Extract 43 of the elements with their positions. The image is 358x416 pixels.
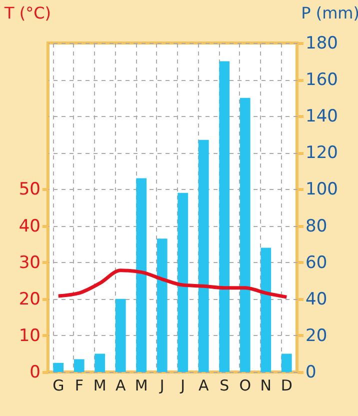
x-tick-label: A [115, 376, 126, 394]
x-tick-label: S [220, 376, 230, 394]
x-tick-label: J [158, 376, 164, 394]
y-tick-label: 40 [18, 216, 40, 236]
y-tick-label: 50 [18, 180, 40, 200]
y-tick-label: 0 [30, 362, 40, 382]
bar [219, 61, 230, 372]
y2-tick-label: 140 [306, 106, 338, 127]
y2-tick-label: 100 [306, 180, 338, 200]
y2-tick-label: 180 [306, 34, 338, 54]
x-tick-label: A [198, 376, 210, 394]
bar [198, 140, 209, 372]
bar [94, 354, 106, 372]
bar [136, 178, 147, 372]
y2-tick-label: 80 [306, 216, 328, 236]
x-tick-label: O [239, 376, 252, 394]
line-series [56, 268, 288, 299]
x-tick-label: M [134, 376, 148, 394]
x-tick-label: G [52, 376, 64, 394]
y2-tick-label: 40 [306, 289, 328, 310]
x-tick-label: F [74, 376, 84, 394]
bar [178, 192, 188, 372]
x-tick-label: M [93, 376, 106, 394]
y2-tick-label: 0 [306, 362, 316, 382]
y2-axis-title: P (mm) [301, 4, 358, 22]
y2-tick-label: 160 [306, 70, 338, 90]
y-axis-title: T (°C) [4, 4, 52, 22]
y-tick-label: 30 [18, 252, 40, 273]
bar [156, 238, 168, 372]
bar [240, 98, 250, 372]
x-tick-label: D [280, 376, 292, 394]
bar [115, 298, 126, 372]
y2-tick-label: 20 [306, 326, 328, 346]
x-tick-label: J [180, 376, 186, 394]
y2-tick-label: 120 [306, 143, 338, 164]
y-tick-label: 20 [18, 289, 40, 310]
y2-tick-label: 60 [306, 252, 328, 273]
x-tick-label: N [260, 376, 272, 394]
bar [260, 248, 272, 372]
bar [74, 359, 84, 372]
bar [53, 362, 64, 372]
bar [281, 354, 292, 372]
y-tick-label: 10 [18, 326, 40, 346]
